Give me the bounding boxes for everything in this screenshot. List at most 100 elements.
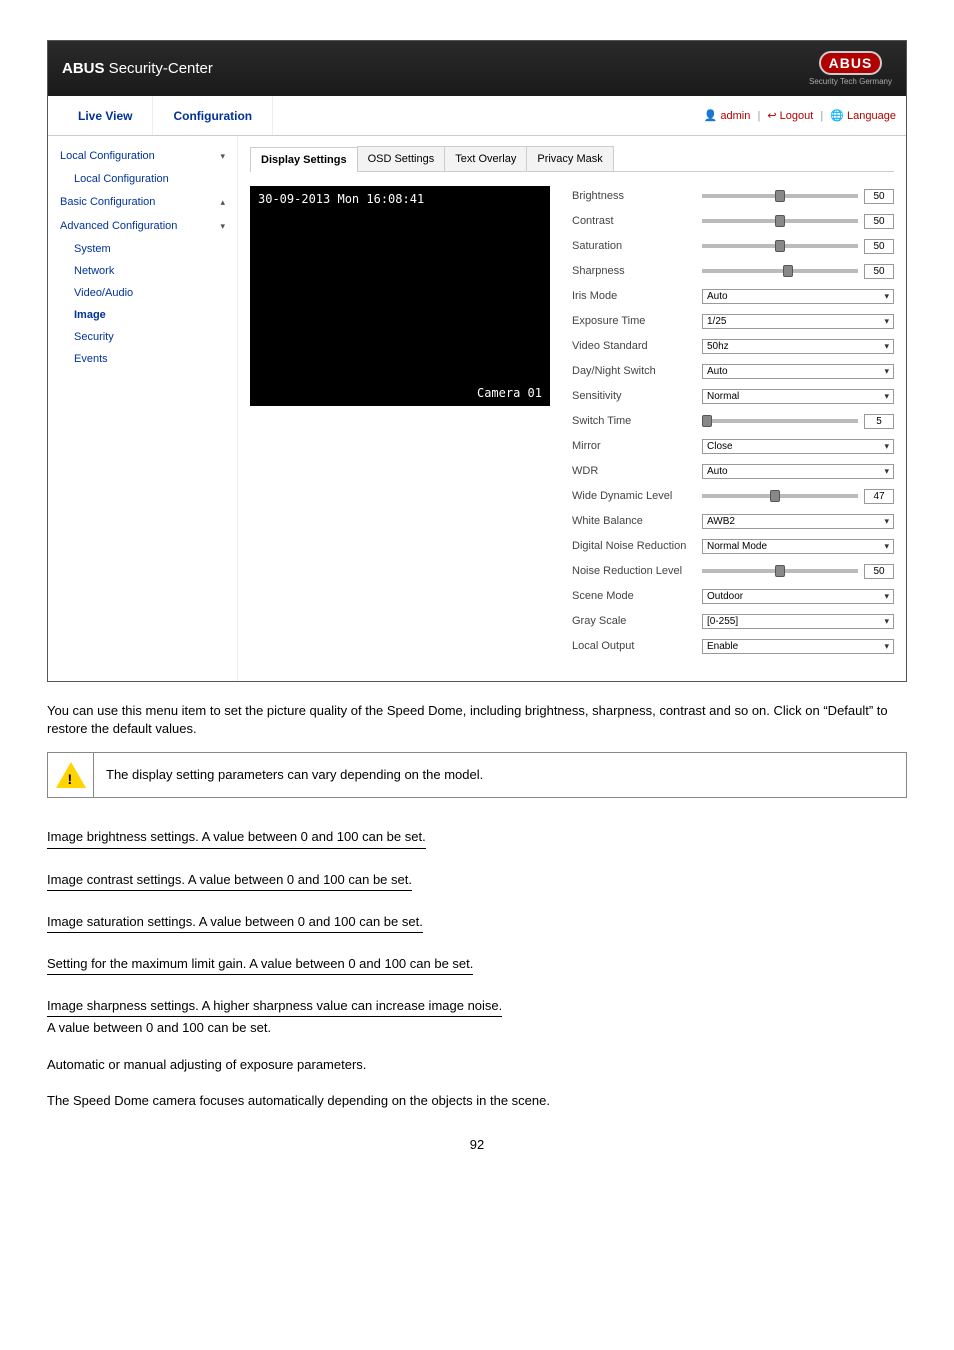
setting-row: MirrorClose▾ [572, 436, 894, 456]
select-dropdown[interactable]: Auto ▾ [702, 464, 894, 479]
subtab-osd-settings[interactable]: OSD Settings [357, 146, 446, 171]
brand-light: Security-Center [105, 60, 213, 77]
slider[interactable] [702, 494, 858, 498]
main-area: Local Configuration ▾ Local Configuratio… [48, 136, 906, 681]
select-dropdown[interactable]: Normal Mode▾ [702, 539, 894, 554]
slider-thumb[interactable] [775, 215, 785, 227]
select-dropdown[interactable]: [0-255] ▾ [702, 614, 894, 629]
setting-label: Sensitivity [572, 390, 702, 402]
slider-thumb[interactable] [702, 415, 712, 427]
chevron-down-icon: ▾ [884, 466, 889, 477]
language-link[interactable]: Language [847, 110, 896, 122]
chevron-down-icon: ▾ [884, 591, 889, 602]
select-value: Auto [707, 466, 728, 477]
slider-value[interactable]: 47 [864, 489, 894, 504]
chevron-down-icon: ▾ [884, 516, 889, 527]
setting-control: Normal Mode▾ [702, 539, 894, 554]
subtab-text-overlay[interactable]: Text Overlay [444, 146, 527, 171]
setting-row: Noise Reduction Level50 [572, 561, 894, 581]
subtab-privacy-mask[interactable]: Privacy Mask [526, 146, 613, 171]
primary-tabs: Live View Configuration 👤 admin | ↩ Logo… [48, 96, 906, 136]
setting-control: 50 [702, 264, 894, 279]
chevron-down-icon: ▾ [884, 616, 889, 627]
subtab-display-settings[interactable]: Display Settings [250, 147, 358, 172]
slider-thumb[interactable] [775, 190, 785, 202]
setting-label: Iris Mode [572, 290, 702, 302]
user-controls: 👤 admin | ↩ Logout | 🌐 Language [704, 109, 896, 122]
video-preview: 30-09-2013 Mon 16:08:41 Camera 01 [250, 186, 550, 406]
slider-value[interactable]: 50 [864, 189, 894, 204]
sidebar-item-system[interactable]: System [48, 238, 237, 260]
slider-thumb[interactable] [775, 565, 785, 577]
select-value: Normal [707, 391, 739, 402]
select-value: Outdoor [707, 591, 743, 602]
select-dropdown[interactable]: Enable▾ [702, 639, 894, 654]
chevron-down-icon: ▾ [884, 641, 889, 652]
select-dropdown[interactable]: Outdoor ▾ [702, 589, 894, 604]
select-value: [0-255] [707, 616, 738, 627]
slider-thumb[interactable] [783, 265, 793, 277]
brightness-text: Image brightness settings. A value betwe… [47, 828, 426, 848]
content-area: Display Settings OSD Settings Text Overl… [238, 136, 906, 681]
sidebar-item-local-conf[interactable]: Local Configuration [48, 168, 237, 190]
sidebar-item-security[interactable]: Security [48, 326, 237, 348]
setting-label: Contrast [572, 215, 702, 227]
limitgain-text: Setting for the maximum limit gain. A va… [47, 955, 473, 975]
logout-icon: ↩ [767, 110, 776, 122]
sidebar-item-image[interactable]: Image [48, 304, 237, 326]
slider-thumb[interactable] [775, 240, 785, 252]
document-text: You can use this menu item to set the pi… [47, 702, 907, 1154]
setting-row: Digital Noise ReductionNormal Mode▾ [572, 536, 894, 556]
slider-value[interactable]: 50 [864, 214, 894, 229]
select-value: Close [707, 441, 733, 452]
sidebar-item-video-audio[interactable]: Video/Audio [48, 282, 237, 304]
select-dropdown[interactable]: 50hz▾ [702, 339, 894, 354]
chevron-up-icon: ▴ [220, 197, 225, 208]
slider-value[interactable]: 5 [864, 414, 894, 429]
slider[interactable] [702, 219, 858, 223]
exposure-text: Automatic or manual adjusting of exposur… [47, 1056, 907, 1074]
sidebar-group-local[interactable]: Local Configuration ▾ [48, 144, 237, 168]
tab-live-view[interactable]: Live View [58, 96, 153, 135]
slider-thumb[interactable] [770, 490, 780, 502]
setting-label: Saturation [572, 240, 702, 252]
preview-row: 30-09-2013 Mon 16:08:41 Camera 01 Bright… [250, 186, 894, 661]
setting-row: Brightness 50 [572, 186, 894, 206]
select-dropdown[interactable]: Auto▾ [702, 364, 894, 379]
primary-tabs-left: Live View Configuration [58, 96, 273, 135]
logout-link[interactable]: Logout [780, 110, 814, 122]
select-dropdown[interactable]: Close▾ [702, 439, 894, 454]
slider-value[interactable]: 50 [864, 564, 894, 579]
chevron-down-icon: ▾ [884, 541, 889, 552]
setting-label: Digital Noise Reduction [572, 540, 702, 552]
sidebar-group-local-label: Local Configuration [60, 150, 155, 162]
setting-control: Outdoor ▾ [702, 589, 894, 604]
slider[interactable] [702, 194, 858, 198]
note-text: The display setting parameters can vary … [94, 766, 495, 784]
select-dropdown[interactable]: Auto▾ [702, 289, 894, 304]
setting-label: Brightness [572, 190, 702, 202]
preview-camera-label: Camera 01 [477, 386, 542, 400]
setting-control: 50 [702, 564, 894, 579]
select-value: Auto [707, 291, 728, 302]
slider[interactable] [702, 569, 858, 573]
title-bar: ABUS Security-Center ABUS Security Tech … [48, 41, 906, 96]
slider[interactable] [702, 269, 858, 273]
slider-value[interactable]: 50 [864, 239, 894, 254]
sidebar-group-advanced[interactable]: Advanced Configuration ▾ [48, 214, 237, 238]
select-dropdown[interactable]: Normal▾ [702, 389, 894, 404]
setting-control: AWB2▾ [702, 514, 894, 529]
brand-logo-area: ABUS Security Tech Germany [809, 51, 892, 86]
sidebar-item-network[interactable]: Network [48, 260, 237, 282]
sidebar-group-basic[interactable]: Basic Configuration ▴ [48, 190, 237, 214]
select-dropdown[interactable]: 1/25▾ [702, 314, 894, 329]
slider[interactable] [702, 244, 858, 248]
select-dropdown[interactable]: AWB2▾ [702, 514, 894, 529]
slider-value[interactable]: 50 [864, 264, 894, 279]
sidebar-item-events[interactable]: Events [48, 348, 237, 370]
brand-bold: ABUS [62, 60, 105, 77]
setting-row: Scene ModeOutdoor▾ [572, 586, 894, 606]
slider[interactable] [702, 419, 858, 423]
sidebar-group-basic-label: Basic Configuration [60, 196, 155, 208]
tab-configuration[interactable]: Configuration [153, 96, 273, 135]
